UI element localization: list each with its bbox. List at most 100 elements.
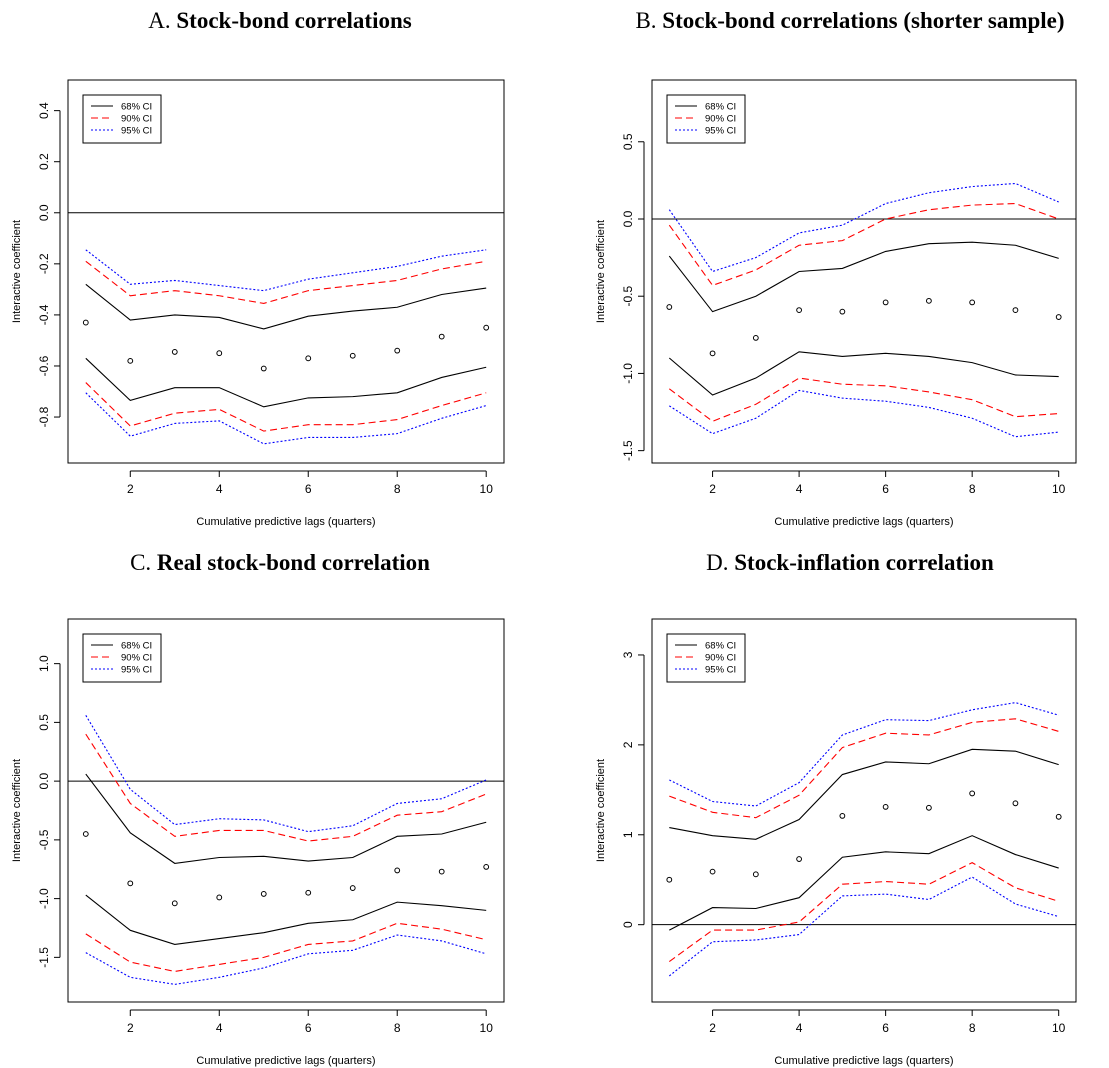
panel-d-title: D. Stock-inflation correlation [590,550,1109,576]
ci-line-dashed-lower [85,382,487,432]
point-estimate [171,900,178,907]
panel-c-title-text: Real stock-bond correlation [156,550,430,575]
point-estimate [666,304,673,310]
point-estimate [305,355,312,362]
legend-box [666,633,746,683]
x-tick-label: 2 [127,482,134,496]
x-tick-label: 8 [969,482,976,496]
point-estimate [839,812,846,819]
x-tick-label: 8 [969,1021,976,1035]
legend-label: 95% CI [121,126,152,137]
legend-label: 90% CI [121,653,152,664]
point-estimate [216,350,223,357]
point-estimate [925,804,932,811]
x-axis-title: Cumulative predictive lags (quarters) [774,516,953,528]
ci-line-dotted-lower [85,934,487,985]
panel-b-title-text: Stock-bond correlations (shorter sample) [662,8,1065,33]
ci-line-dotted-upper [668,182,1059,273]
y-axis-title: Interactive coefficient [11,220,23,323]
panel-b-title: B. Stock-bond correlations (shorter samp… [590,8,1109,34]
ci-line-solid-upper [668,241,1059,313]
point-estimate [969,790,976,797]
point-estimate [349,352,356,359]
y-axis-title: Interactive coefficient [595,220,607,323]
point-estimate [216,894,223,901]
ci-line-dashed-upper [85,260,487,304]
y-tick-label: -0.5 [621,286,635,307]
point-estimate [796,856,803,862]
panel-c-letter: C. [130,550,152,575]
x-tick-label: 6 [882,482,889,496]
x-tick-label: 8 [394,1021,401,1035]
point-estimate [709,350,716,357]
point-estimate [709,868,716,875]
ci-line-solid-upper [85,773,487,864]
chart-panel-a: 2 4 6 8 10 -0.8 -0.6 -0.4 -0.2 0.0 0.2 0.4 Cumulativ… [11,79,505,528]
legend-label: 68% CI [705,102,736,113]
y-tick-label: -0.6 [37,355,51,376]
ci-line-solid-upper [669,748,1059,840]
y-tick-label: 0.0 [37,772,51,789]
x-tick-label: 8 [394,482,401,496]
panel-c-title: C. Real stock-bond correlation [20,550,540,576]
panel-a-title: A. Stock-bond correlations [20,8,540,34]
ci-line-dotted-upper [85,715,487,833]
y-tick-label: -0.8 [37,406,51,427]
point-estimate [438,868,445,875]
x-tick-label: 6 [305,1021,312,1035]
point-estimate [1055,314,1062,320]
y-axis-title: Interactive coefficient [595,759,607,862]
panel-a-letter: A. [148,8,171,33]
y-tick-label: 1.0 [37,655,51,672]
x-tick-label: 6 [305,482,312,496]
ci-line-dashed-upper [85,733,487,842]
x-tick-label: 2 [709,1021,716,1035]
x-tick-label: 10 [1052,1021,1066,1035]
ci-line-dashed-lower [85,922,487,973]
point-estimate [1055,813,1062,820]
ci-line-dashed-lower [668,862,1059,962]
plot-frame [67,79,505,464]
x-tick-label: 2 [709,482,716,496]
point-estimate [752,335,759,341]
y-tick-label: -1.0 [621,363,635,384]
point-estimate [925,297,932,304]
point-estimate [882,299,889,306]
x-tick-label: 4 [796,482,803,496]
point-estimate [796,307,803,314]
ci-line-dotted-lower [669,389,1059,438]
x-tick-label: 10 [1052,482,1066,496]
y-tick-label: -1.0 [37,888,51,909]
point-estimate [260,891,267,897]
y-tick-label: 0.5 [621,133,635,150]
chart-panel-b: 2 4 6 8 10 -1.5 -1.0 -0.5 0.0 0.5 Cumulative predi… [595,79,1077,528]
x-tick-label: 10 [480,1021,494,1035]
point-estimate [483,324,490,331]
y-tick-label: 3 [621,651,635,658]
panel-b-letter: B. [635,8,657,33]
y-tick-label: 0.0 [621,210,635,227]
x-axis-title: Cumulative predictive lags (quarters) [196,516,375,528]
point-estimate [882,804,889,810]
point-estimate [127,357,134,364]
point-estimate [82,319,89,326]
ci-line-dotted-upper [85,249,487,292]
point-estimate [839,308,846,315]
ci-line-dashed-lower [668,377,1059,422]
point-estimate [752,871,759,878]
legend-label: 68% CI [121,102,152,113]
x-tick-label: 6 [882,1021,889,1035]
y-tick-label: -0.4 [37,304,51,325]
legend-label: 90% CI [705,114,736,125]
chart-panel-c: 2 4 6 8 10 -1.5 -1.0 -0.5 0.0 0.5 1.0 Cumulative pr… [11,618,505,1067]
x-tick-label: 4 [796,1021,803,1035]
point-estimate [82,831,89,837]
plot-frame [67,618,505,1003]
x-tick-label: 10 [480,482,494,496]
legend-label: 68% CI [705,641,736,652]
legend-label: 95% CI [705,126,736,137]
legend-label: 90% CI [121,114,152,125]
point-estimate [969,299,976,306]
panel-d-letter: D. [706,550,729,575]
ci-line-solid-lower [85,894,487,945]
